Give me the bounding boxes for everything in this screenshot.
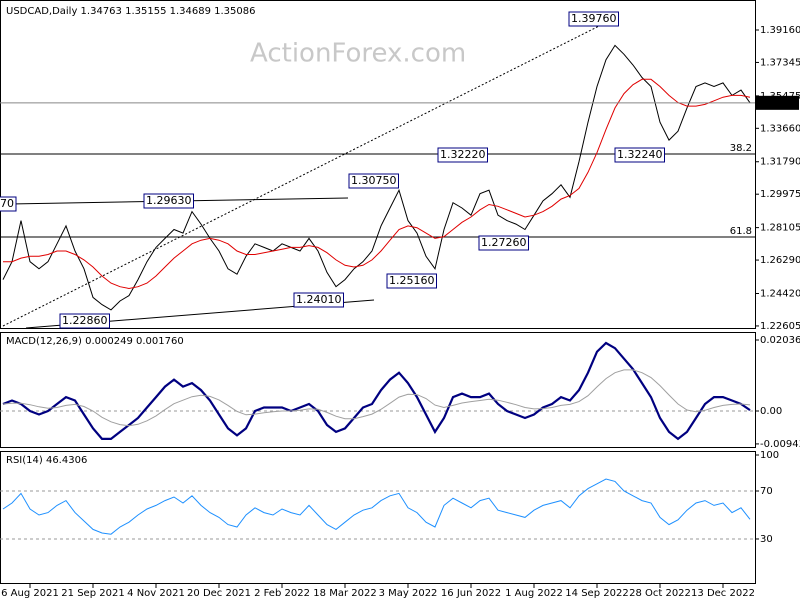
y-tick-label: 1.26290 [760, 255, 800, 266]
series-line [2, 44, 751, 311]
last-price-box [755, 95, 799, 110]
x-tick-label: 4 Nov 2021 [127, 588, 185, 599]
price-panel [0, 0, 756, 329]
chart-title: USDCAD,Daily 1.34763 1.35155 1.34689 1.3… [6, 6, 256, 17]
fib-label: 38.2 [730, 143, 752, 154]
last-price-label: 1.35086 [758, 98, 799, 109]
fib-label: 61.8 [730, 226, 752, 237]
y-tick-label: 0.02036 [760, 335, 800, 346]
x-tick-label: 13 Dec 2022 [691, 588, 755, 599]
annotation-box [293, 292, 344, 308]
series-line [3, 78, 751, 290]
annotation: 1.29630 [146, 194, 192, 207]
x-tick-label: 21 Sep 2021 [61, 588, 124, 599]
x-tick-label: 6 Aug 2021 [1, 588, 59, 599]
y-tick-label: 1.39160 [760, 25, 800, 36]
y-tick-label: 1.24420 [760, 288, 800, 299]
series-line [2, 369, 751, 427]
annotation-box [568, 11, 619, 27]
y-tick-label: 0.00 [760, 406, 782, 417]
rsi-panel [0, 451, 756, 584]
chart-title: RSI(14) 46.4306 [6, 455, 87, 466]
y-tick-label: 1.22605 [760, 321, 800, 332]
x-tick-label: 14 Sep 2022 [565, 588, 628, 599]
watermark: ActionForex.com [250, 39, 466, 69]
macd-panel [0, 332, 756, 448]
annotation-box [143, 193, 194, 209]
chart-title: MACD(12,26,9) 0.000249 0.001760 [6, 336, 184, 347]
annotation: 1.25160 [389, 274, 435, 287]
y-tick-label: 70 [760, 486, 773, 497]
annotation-box [478, 235, 529, 251]
annotation-box [386, 273, 437, 289]
annotation-box [59, 313, 110, 329]
x-tick-label: 3 May 2022 [379, 588, 438, 599]
y-tick-label: 1.31790 [760, 157, 800, 168]
y-tick-label: 30 [760, 534, 773, 545]
y-tick-label: -0.009438 [760, 439, 800, 450]
x-tick-label: 1 Aug 2022 [505, 588, 563, 599]
x-tick-label: 18 Mar 2022 [313, 588, 376, 599]
annotation: 1.39760 [571, 12, 617, 25]
annotation-box [0, 196, 17, 212]
annotation: 1.32240 [617, 148, 663, 161]
x-tick-label: 28 Oct 2022 [629, 588, 691, 599]
annotation: 1.27260 [481, 236, 527, 249]
y-tick-label: 1.33660 [760, 123, 800, 134]
annotation: 1.32220 [440, 148, 486, 161]
x-tick-label: 2 Feb 2022 [254, 588, 310, 599]
x-tick-label: 16 Jun 2022 [441, 588, 501, 599]
annotation: 1.22860 [62, 314, 108, 327]
series-line [2, 341, 751, 441]
x-tick-label: 20 Dec 2021 [187, 588, 251, 599]
annotation: 70 [0, 197, 14, 210]
y-tick-label: 1.37345 [760, 57, 800, 68]
annotation: 1.24010 [296, 293, 342, 306]
y-tick-label: 1.29975 [760, 189, 800, 200]
y-tick-label: 1.28105 [760, 223, 800, 234]
annotation-box [348, 173, 399, 189]
annotation-box [437, 147, 488, 163]
y-tick-label: 100 [760, 450, 779, 461]
annotation-box [614, 147, 665, 163]
series-line [2, 478, 751, 535]
annotation: 1.30750 [351, 174, 397, 187]
